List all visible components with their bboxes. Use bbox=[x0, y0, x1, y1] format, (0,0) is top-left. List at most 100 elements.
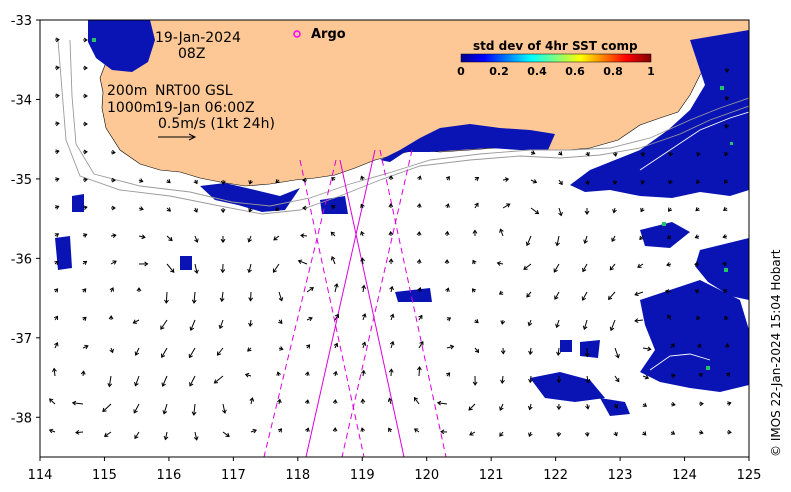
current-arrowhead bbox=[695, 207, 700, 212]
current-arrow bbox=[306, 287, 314, 293]
current-arrowhead bbox=[612, 180, 618, 185]
current-arrow bbox=[190, 319, 196, 331]
current-arrowhead bbox=[330, 256, 336, 261]
current-arrowhead bbox=[724, 124, 729, 129]
current-arrowhead bbox=[193, 208, 198, 213]
current-arrow bbox=[642, 347, 651, 350]
current-arrowhead bbox=[584, 210, 590, 215]
current-arrowhead bbox=[330, 177, 336, 182]
time-label: 08Z bbox=[178, 46, 205, 62]
current-arrow bbox=[526, 291, 532, 298]
current-arrow bbox=[558, 207, 562, 216]
current-arrow bbox=[584, 235, 588, 244]
current-arrowhead bbox=[664, 289, 670, 294]
current-arrowhead bbox=[84, 344, 89, 350]
land-patch-northwest bbox=[160, 20, 240, 55]
current-arrowhead bbox=[670, 343, 675, 348]
current-arrowhead bbox=[275, 206, 280, 211]
sst-high-variance-specks bbox=[92, 38, 733, 370]
current-arrow bbox=[501, 375, 504, 384]
current-arrow bbox=[102, 403, 112, 412]
current-arrowhead bbox=[498, 290, 504, 295]
x-tick-label: 123 bbox=[608, 468, 633, 483]
current-arrowhead bbox=[667, 207, 673, 212]
current-arrow bbox=[468, 403, 476, 411]
current-arrowhead bbox=[220, 238, 226, 244]
current-arrow bbox=[614, 347, 619, 358]
x-tick-label: 120 bbox=[414, 468, 439, 483]
current-arrowhead bbox=[724, 315, 729, 321]
current-arrowhead bbox=[445, 287, 450, 292]
current-arrowhead bbox=[698, 373, 704, 378]
x-tick-label: 114 bbox=[28, 468, 53, 483]
current-arrow bbox=[108, 375, 112, 387]
current-arrow bbox=[272, 263, 280, 273]
current-arrowhead bbox=[191, 411, 197, 416]
current-arrowhead bbox=[389, 285, 394, 291]
current-arrowhead bbox=[642, 402, 648, 407]
current-arrowhead bbox=[387, 397, 393, 402]
current-arrowhead bbox=[163, 435, 169, 441]
current-arrowhead bbox=[248, 322, 253, 328]
current-arrowhead bbox=[170, 268, 175, 273]
current-arrow bbox=[160, 319, 168, 330]
current-arrowhead bbox=[144, 261, 149, 267]
current-arrowhead bbox=[640, 180, 646, 185]
current-arrowhead bbox=[647, 346, 652, 352]
current-arrowhead bbox=[134, 434, 139, 440]
current-arrowhead bbox=[696, 179, 701, 185]
current-arrow bbox=[446, 345, 454, 349]
current-arrowhead bbox=[225, 432, 230, 437]
current-arrowhead bbox=[696, 315, 701, 321]
current-arrowhead bbox=[615, 377, 620, 383]
current-arrowhead bbox=[141, 234, 146, 240]
current-arrowhead bbox=[667, 314, 672, 319]
current-arrow bbox=[164, 431, 168, 440]
current-arrow bbox=[499, 403, 504, 411]
current-arrow bbox=[553, 263, 560, 273]
current-arrowhead bbox=[361, 341, 367, 346]
current-arrowhead bbox=[668, 180, 673, 185]
x-tick-label: 119 bbox=[350, 468, 375, 483]
current-arrowhead bbox=[440, 429, 445, 435]
current-arrowhead bbox=[532, 179, 538, 184]
current-arrowhead bbox=[584, 432, 590, 437]
current-arrowhead bbox=[247, 238, 252, 243]
current-arrowhead bbox=[472, 229, 478, 234]
current-arrow bbox=[217, 347, 224, 356]
current-arrowhead bbox=[724, 343, 730, 348]
current-arrowhead bbox=[333, 342, 339, 348]
current-arrowhead bbox=[161, 382, 166, 387]
current-arrowhead bbox=[55, 65, 60, 71]
current-arrowhead bbox=[445, 176, 450, 181]
current-arrow bbox=[133, 403, 140, 414]
current-arrowhead bbox=[499, 432, 504, 437]
current-arrowhead bbox=[109, 348, 114, 354]
current-arrowhead bbox=[55, 121, 60, 127]
current-arrowhead bbox=[244, 372, 250, 378]
current-arrowhead bbox=[54, 260, 59, 265]
current-arrow bbox=[362, 285, 365, 293]
current-arrowhead bbox=[417, 175, 422, 180]
bathymetry-contours bbox=[57, 39, 749, 215]
scale-label: 0.5m/s (1kt 24h) bbox=[158, 116, 275, 132]
x-tick-label: 121 bbox=[479, 468, 504, 483]
y-tick-label: -34 bbox=[11, 93, 32, 108]
current-arrowhead bbox=[389, 313, 395, 319]
current-arrowhead bbox=[528, 378, 533, 384]
current-arrowhead bbox=[496, 261, 502, 266]
current-arrowhead bbox=[612, 209, 617, 214]
current-arrowhead bbox=[194, 269, 199, 275]
current-arrowhead bbox=[108, 315, 114, 320]
current-arrowhead bbox=[252, 428, 257, 434]
current-arrow bbox=[390, 314, 394, 321]
current-arrowhead bbox=[160, 353, 166, 358]
current-arrowhead bbox=[189, 326, 195, 331]
x-tick-label: 116 bbox=[156, 468, 181, 483]
current-arrow bbox=[134, 431, 140, 439]
current-arrowhead bbox=[724, 68, 730, 73]
colorbar-tick: 0.8 bbox=[603, 65, 623, 78]
current-arrowhead bbox=[188, 353, 193, 359]
current-arrowhead bbox=[213, 379, 219, 384]
current-arrow bbox=[558, 179, 563, 185]
